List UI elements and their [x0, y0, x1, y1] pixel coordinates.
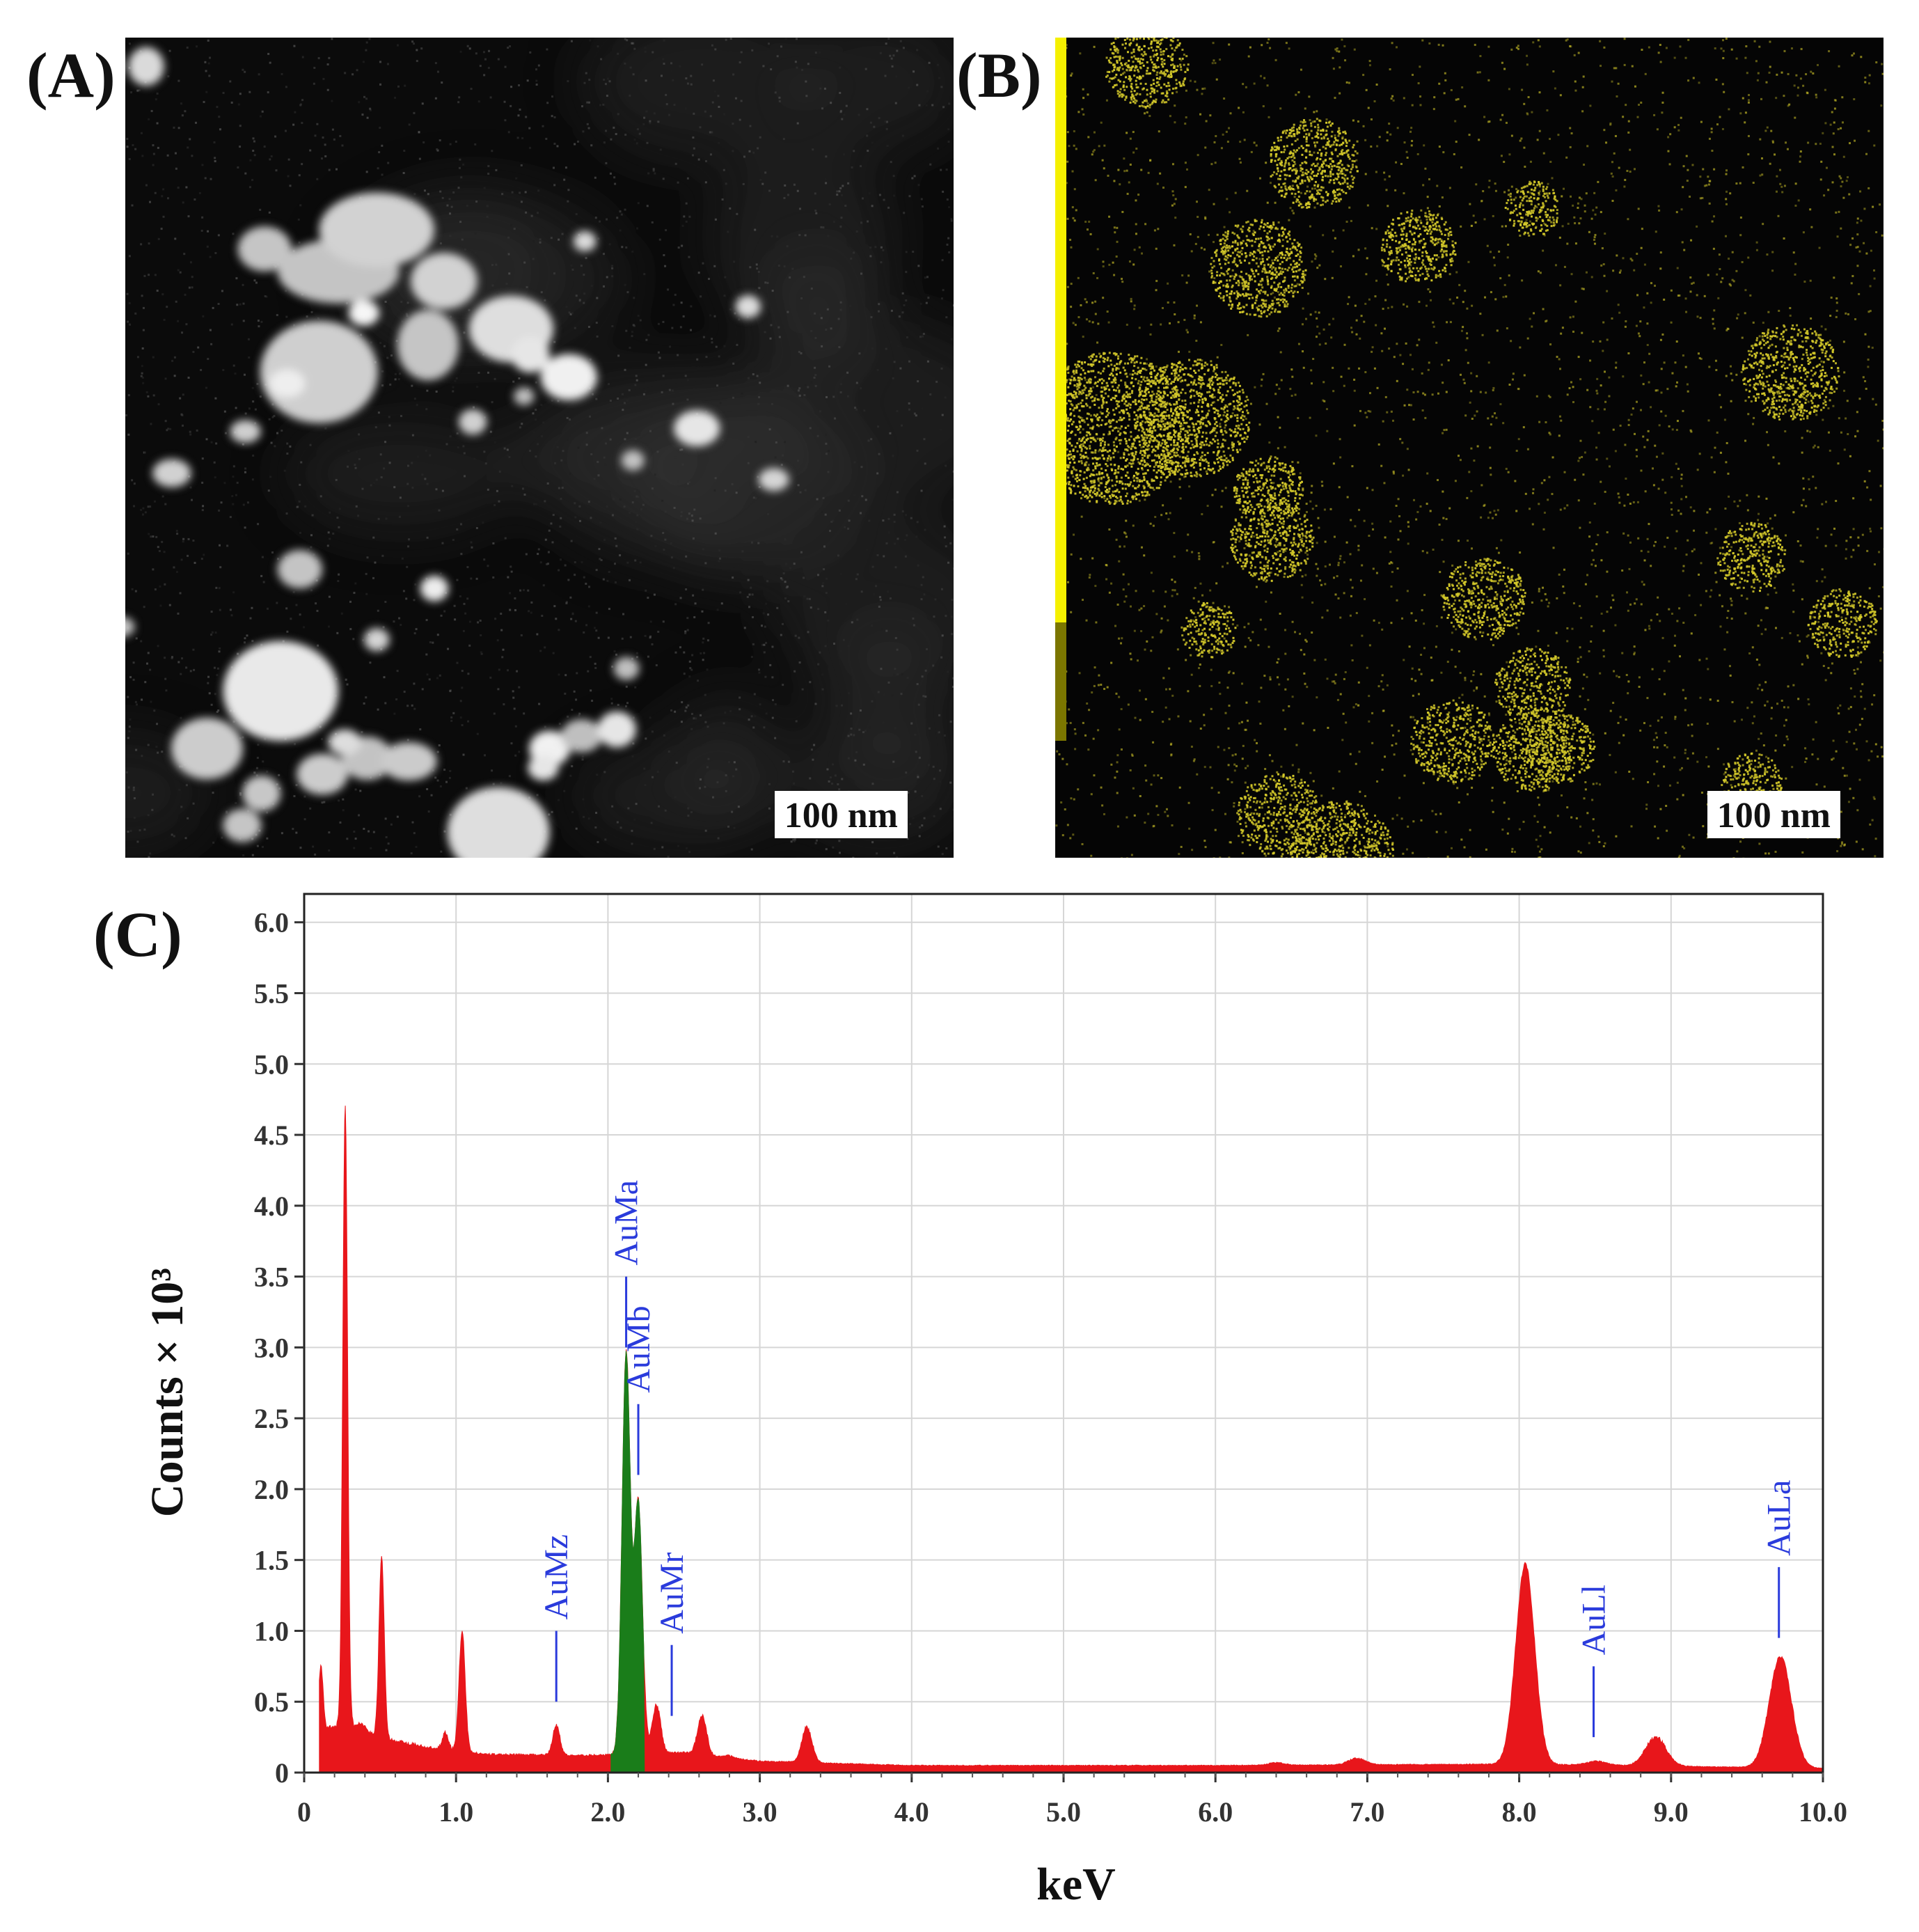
panel-a-label: (A) [26, 40, 116, 111]
x-tick-label: 2.0 [590, 1796, 625, 1828]
scale-bar-a: 100 nm [774, 791, 908, 838]
y-tick-label: 2.5 [254, 1403, 289, 1434]
intensity-bar-high [1055, 38, 1066, 622]
eds-element-map: 100 nm [1055, 38, 1884, 858]
peak-marker-label: AuMa [608, 1180, 645, 1266]
x-tick-label: 6.0 [1198, 1796, 1233, 1828]
scale-bar-b: 100 nm [1707, 791, 1840, 838]
y-tick-label: 3.5 [254, 1262, 289, 1293]
y-axis-title: Counts × 10³ [142, 1268, 193, 1517]
spectrum-area [319, 1106, 1824, 1773]
y-tick-label: 0.5 [254, 1686, 289, 1718]
tem-micrograph: 100 nm [125, 38, 954, 858]
x-tick-label: 10.0 [1799, 1796, 1847, 1828]
x-tick-label: 3.0 [743, 1796, 777, 1828]
y-tick-label: 5.0 [254, 1049, 289, 1080]
y-tick-label: 4.5 [254, 1120, 289, 1151]
gold-distribution-map [1055, 38, 1884, 858]
peak-markers: AuMz AuMa AuMb AuMr AuLl AuLa [538, 1180, 1798, 1738]
panel-b-label: (B) [956, 40, 1042, 111]
peak-marker-label: AuLl [1576, 1585, 1613, 1655]
y-tick-label: 1.5 [254, 1545, 289, 1576]
gold-m-peak-highlight [610, 1351, 645, 1773]
spectrum-series [319, 1106, 1824, 1773]
peak-marker-label: AuMb [620, 1305, 657, 1392]
y-tick-label: 1.0 [254, 1615, 289, 1647]
intensity-bar-low [1055, 622, 1066, 741]
x-tick-label: 7.0 [1350, 1796, 1384, 1828]
y-tick-label: 4.0 [254, 1191, 289, 1222]
x-tick-label: 9.0 [1654, 1796, 1689, 1828]
y-tick-label: 6.0 [254, 907, 289, 938]
x-tick-label: 0 [297, 1796, 311, 1828]
y-tick-label: 5.5 [254, 977, 289, 1009]
x-tick-label: 1.0 [439, 1796, 473, 1828]
panel-c-label: (C) [93, 899, 182, 970]
eds-spectrum-chart: 0 1.0 2.0 3.0 4.0 5.0 6.0 7.0 8.0 9.0 10.0 0 0.5 1.0 1… [142, 893, 1847, 1910]
tem-particles [125, 38, 954, 858]
peak-marker-label: AuMz [538, 1534, 575, 1620]
chart-ticks: 0 1.0 2.0 3.0 4.0 5.0 6.0 7.0 8.0 9.0 10.0 0 0.5 1.0 1… [254, 907, 1847, 1828]
x-axis-title: keV [1036, 1859, 1116, 1910]
peak-marker-label: AuMr [654, 1552, 690, 1633]
y-tick-label: 3.0 [254, 1332, 289, 1363]
x-tick-label: 4.0 [894, 1796, 929, 1828]
y-tick-label: 0 [275, 1757, 289, 1789]
x-tick-label: 8.0 [1502, 1796, 1537, 1828]
y-tick-label: 2.0 [254, 1474, 289, 1505]
x-tick-label: 5.0 [1046, 1796, 1081, 1828]
peak-marker-label: AuLa [1761, 1480, 1798, 1556]
